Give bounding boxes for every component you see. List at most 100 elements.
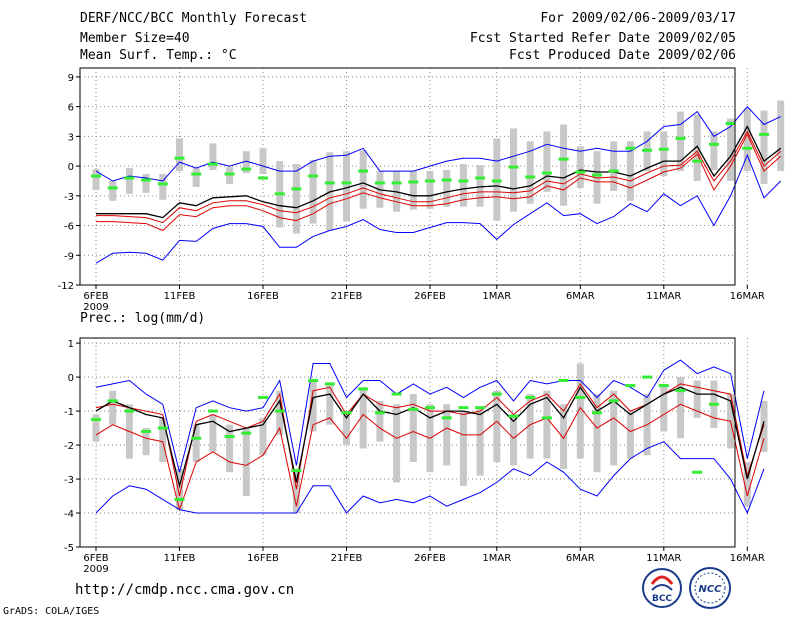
temp-member-box — [259, 148, 267, 175]
temp-member-box — [426, 171, 434, 209]
precip-panel-label: Prec.: log(mm/d) — [80, 311, 206, 326]
precip-observed-mark — [291, 469, 302, 473]
temp-observed-mark — [575, 170, 586, 174]
precip-member-box — [309, 380, 317, 432]
temp-observed-mark — [341, 181, 352, 185]
temp-observed-mark — [541, 171, 552, 175]
temp-member-box — [576, 146, 584, 188]
precip-member-box — [393, 404, 401, 483]
precip-member-box — [493, 390, 501, 463]
temp-observed-mark — [725, 121, 736, 125]
precip-observed-mark — [592, 411, 602, 415]
precip-observed-mark — [575, 395, 586, 399]
temp-observed-mark — [742, 146, 753, 150]
precip-member-box — [443, 404, 451, 466]
precip-observed-mark — [675, 389, 686, 393]
precip-y-tick-label: -3 — [64, 475, 74, 486]
temp-observed-mark — [141, 178, 152, 182]
precip-member-box — [292, 472, 300, 514]
temp-observed-mark — [241, 167, 252, 171]
precip-observed-mark — [258, 395, 268, 399]
precip-x-tick-label: 6MAR — [566, 553, 595, 564]
precip-x-tick-label: 11FEB — [164, 553, 196, 564]
precip-observed-mark — [541, 416, 552, 420]
temp-x-tick-label: 6MAR — [566, 291, 595, 302]
precip-member-box — [677, 377, 684, 439]
temp-member-box — [292, 164, 300, 234]
temp-member-box — [626, 141, 634, 201]
temp-observed-mark — [508, 165, 519, 169]
temp-observed-mark — [107, 186, 118, 190]
temp-observed-mark — [658, 147, 669, 151]
temp-member-box — [242, 151, 250, 174]
temp-member-box — [560, 124, 568, 206]
temp-member-box — [459, 164, 467, 207]
temp-observed-mark — [157, 182, 168, 186]
temp-member-box — [209, 143, 217, 171]
precip-observed-mark — [625, 384, 636, 388]
ncc-logo-text: NCC — [698, 584, 722, 595]
precip-member-box — [693, 380, 701, 418]
precip-x-tick-label: 16FEB — [247, 553, 279, 564]
precip-observed-mark — [692, 470, 703, 474]
temp-member-box — [743, 108, 751, 172]
precip-member-box — [226, 424, 234, 473]
precip-y-tick-label: -4 — [64, 509, 74, 520]
temp-observed-mark — [258, 176, 268, 180]
precip-observed-mark — [157, 426, 168, 430]
precip-member-box — [343, 411, 350, 446]
temp-observed-mark — [458, 179, 469, 183]
precip-observed-mark — [642, 375, 653, 379]
precip-observed-mark — [475, 406, 486, 410]
temp-panel: -12 -9 -6 -3 0 3 6 9 6FEB 11FEB 16FEB 21FEB 26FEB 1MA… — [58, 67, 785, 313]
precip-member-box — [209, 414, 217, 452]
temp-observed-mark — [642, 148, 653, 152]
bcc-logo: BCC — [642, 568, 682, 608]
precip-member-box — [92, 414, 100, 442]
temp-observed-mark — [491, 179, 502, 183]
temp-observed-mark — [592, 173, 602, 177]
precip-member-box — [660, 383, 668, 432]
precip-member-box — [359, 387, 367, 449]
temp-member-box — [476, 165, 484, 207]
temp-member-box — [176, 138, 183, 172]
variable-label: Mean Surf. Temp.: °C — [80, 48, 237, 63]
temp-x-tick-label: 1MAR — [482, 291, 511, 302]
temp-observed-mark — [675, 136, 686, 140]
temp-y-tick-label: 0 — [68, 162, 74, 173]
precip-y-tick-label: -5 — [64, 543, 74, 554]
temp-observed-mark — [625, 146, 636, 150]
precip-member-box — [109, 390, 117, 425]
temp-line-min — [95, 153, 782, 264]
temp-member-box — [343, 151, 350, 222]
precip-observed-mark — [458, 406, 469, 410]
temp-observed-mark — [374, 181, 385, 185]
precip-member-box — [476, 407, 484, 476]
precip-observed-mark — [308, 378, 319, 382]
precip-member-box — [576, 363, 584, 459]
precip-y-tick-label: -1 — [64, 407, 74, 418]
temp-observed-mark — [525, 175, 536, 179]
precip-x-tick-label: 6FEB — [83, 553, 108, 564]
chart-title: DERF/NCC/BCC Monthly Forecast — [80, 11, 307, 26]
temp-member-box — [610, 141, 618, 191]
precip-member-box — [409, 394, 417, 463]
temp-observed-mark — [692, 159, 703, 163]
temp-observed-mark — [324, 181, 335, 185]
temp-member-box — [192, 168, 200, 187]
precip-member-box — [610, 390, 618, 466]
temp-observed-mark — [124, 176, 135, 180]
temp-member-box — [710, 131, 718, 171]
temp-observed-mark — [308, 174, 319, 178]
temp-y-tick-label: -9 — [64, 251, 74, 262]
temp-x-tick-label: 16MAR — [730, 291, 765, 302]
precip-member-box — [159, 417, 167, 463]
temp-member-box — [92, 169, 100, 190]
precip-x-year-label: 2009 — [83, 564, 108, 575]
precip-member-box — [259, 417, 267, 456]
member-size-label: Member Size=40 — [80, 31, 190, 46]
precip-member-box — [326, 383, 334, 425]
precip-observed-mark — [358, 387, 369, 391]
